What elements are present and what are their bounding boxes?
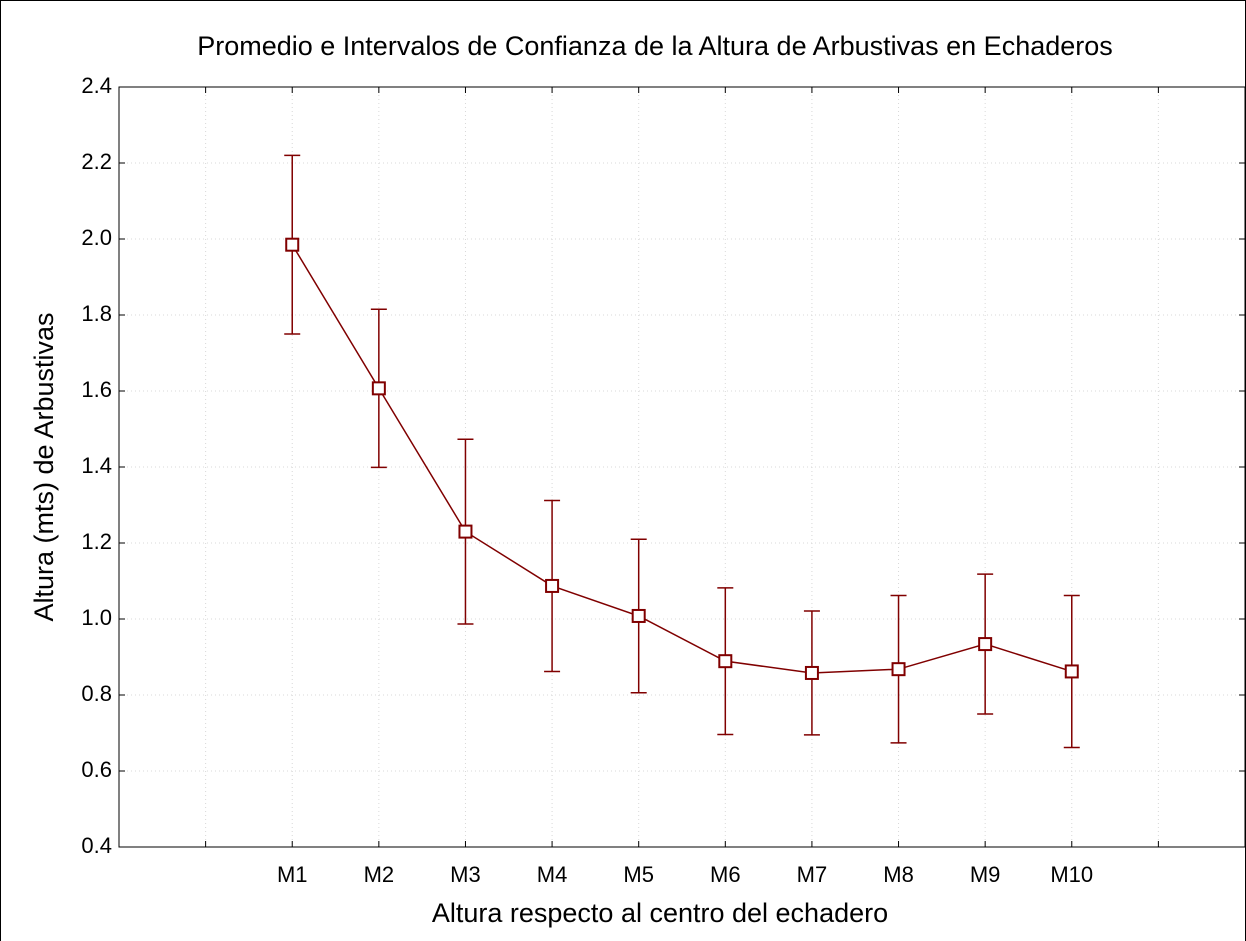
x-tick-label: M10 <box>1050 862 1093 887</box>
x-tick-label: M2 <box>364 862 395 887</box>
x-tick-label: M5 <box>623 862 654 887</box>
x-tick-label: M6 <box>710 862 741 887</box>
chart-title: Promedio e Intervalos de Confianza de la… <box>197 31 1113 61</box>
x-tick-label: M4 <box>537 862 568 887</box>
x-tick-label: M1 <box>277 862 308 887</box>
y-tick-label: 1.4 <box>81 453 112 478</box>
mean-marker <box>631 608 646 623</box>
y-tick-label: 2.4 <box>81 73 112 98</box>
y-tick-label: 1.2 <box>81 529 112 554</box>
y-tick-label: 2.0 <box>81 225 112 250</box>
x-axis-label: Altura respecto al centro del echadero <box>432 898 888 928</box>
mean-line <box>291 244 1072 674</box>
y-tick-label: 0.8 <box>81 681 112 706</box>
mean-marker <box>285 237 300 252</box>
x-tick-label: M8 <box>883 862 914 887</box>
mean-marker <box>804 665 819 680</box>
y-tick-label: 2.2 <box>81 149 112 174</box>
plot-area <box>118 86 1246 848</box>
mean-marker <box>371 381 386 396</box>
y-tick-label: 1.0 <box>81 605 112 630</box>
mean-marker <box>718 654 733 669</box>
mean-marker <box>978 637 993 652</box>
mean-marker <box>1064 664 1079 679</box>
y-tick-label: 1.6 <box>81 377 112 402</box>
mean-marker <box>458 524 473 539</box>
y-tick-label: 0.6 <box>81 757 112 782</box>
y-tick-label: 0.4 <box>81 833 112 858</box>
y-axis-label: Altura (mts) de Arbustivas <box>29 312 59 621</box>
x-tick-label: M3 <box>450 862 481 887</box>
mean-marker <box>891 662 906 677</box>
mean-marker <box>545 578 560 593</box>
x-tick-label: M9 <box>970 862 1001 887</box>
y-tick-label: 1.8 <box>81 301 112 326</box>
x-tick-label: M7 <box>797 862 828 887</box>
